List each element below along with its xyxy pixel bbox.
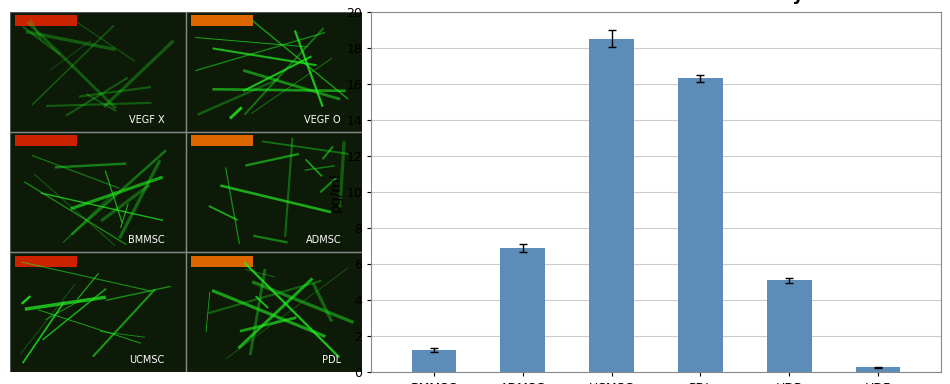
Bar [501,248,545,372]
Bar [589,39,634,372]
Bar [10,12,186,132]
Bar [191,256,253,266]
Y-axis label: pg/ml: pg/ml [329,172,342,212]
Text: UCMSC: UCMSC [129,355,164,365]
Text: ADMSC: ADMSC [306,235,341,245]
Bar [10,252,186,372]
Bar [186,132,362,252]
Bar [15,136,77,146]
Bar [678,78,723,372]
Bar [856,367,901,372]
Text: BMMSC: BMMSC [128,235,164,245]
Bar [768,280,811,372]
Bar [191,136,253,146]
Text: PDL: PDL [322,355,341,365]
Bar [411,350,456,372]
Bar [10,132,186,252]
Text: VEGF X: VEGF X [129,114,164,125]
Text: VEGF O: VEGF O [305,114,341,125]
Bar [191,15,253,26]
Bar [186,12,362,132]
Bar [186,252,362,372]
Title: VEGF Secretion of various Primary cells: VEGF Secretion of various Primary cells [455,0,857,4]
Bar [15,15,77,26]
Bar [15,256,77,266]
